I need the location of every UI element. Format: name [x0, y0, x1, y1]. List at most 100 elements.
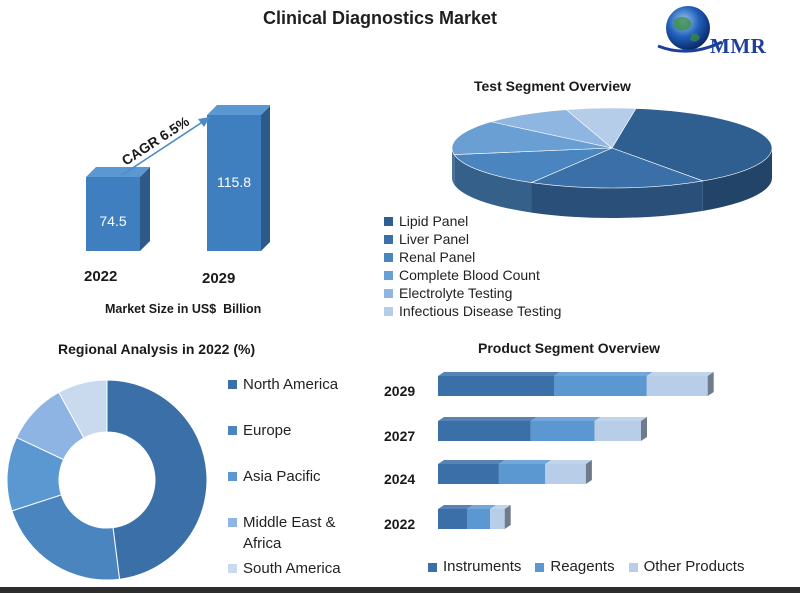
bar-2029 [207, 105, 270, 251]
pie-side-complete-blood-count [452, 148, 455, 185]
market-size-axis-label: Market Size in US$ Billion [105, 302, 262, 316]
legend-label: Renal Panel [399, 249, 476, 265]
legend-label: Middle East & Africa [243, 514, 336, 552]
legend-label: Asia Pacific [243, 468, 321, 485]
bar-top-other-products-2029 [646, 372, 714, 376]
pie-side-liver-panel [531, 180, 703, 218]
mmr-logo: MMR [652, 2, 782, 62]
category-2029: 2029 [202, 270, 236, 287]
pie-side-renal-panel [454, 154, 532, 213]
legend-item-electrolyte-testing: Electrolyte Testing [384, 285, 561, 303]
category-label-2029: 2029 [384, 383, 415, 399]
category-label-2027: 2027 [384, 428, 415, 444]
bar-top-other-products-2022 [490, 505, 511, 509]
logo-text: MMR [710, 34, 767, 58]
pie-slice-renal-panel [453, 147, 613, 183]
test-segment-pie [451, 107, 773, 218]
test-segment-title: Test Segment Overview [474, 78, 631, 94]
bar-top-instruments-2024 [438, 460, 505, 464]
bar-other-products-2029 [646, 376, 708, 396]
legend-item-south-america: South America [228, 558, 358, 579]
legend-swatch [384, 307, 393, 316]
legend-label: Electrolyte Testing [399, 285, 513, 301]
cagr-label: CAGR 6.5% [119, 113, 193, 169]
legend-label: North America [243, 376, 339, 393]
legend-label: Other Products [643, 558, 745, 575]
legend-label: Liver Panel [399, 231, 470, 247]
page-title: Clinical Diagnostics Market [262, 8, 498, 28]
legend-swatch [228, 380, 237, 389]
legend-label: South America [243, 560, 341, 577]
legend-item-instruments: Instruments [428, 558, 521, 575]
globe-icon [657, 6, 723, 53]
legend-item-complete-blood-count: Complete Blood Count [384, 267, 561, 285]
bar-reagents-2022 [467, 509, 491, 529]
category-2022: 2022 [84, 268, 118, 285]
bar-top-reagents-2024 [498, 460, 552, 464]
legend-swatch [228, 426, 237, 435]
legend-label: Complete Blood Count [399, 267, 540, 283]
bottom-bar [0, 587, 800, 593]
legend-swatch [228, 472, 237, 481]
legend-label: Reagents [550, 558, 615, 575]
cagr-arrowhead [198, 117, 210, 127]
bar-reagents-2027 [530, 421, 595, 441]
regional-title: Regional Analysis in 2022 (%) [58, 341, 256, 357]
pie-side-lipid-panel [702, 148, 772, 211]
donut-slice-south-america [58, 379, 108, 439]
bar-side-2022 [504, 505, 511, 529]
bar-reagents-2029 [554, 376, 647, 396]
bar-top-instruments-2027 [438, 417, 537, 421]
bar-top-instruments-2022 [438, 505, 473, 509]
legend-label: Europe [243, 422, 292, 439]
bar-instruments-2029 [438, 376, 554, 396]
legend-item-north-america: North America [228, 374, 358, 395]
legend-swatch [384, 217, 393, 226]
data-label-2022: 74.5 [99, 213, 126, 229]
regional-donut [6, 379, 208, 581]
bar-side-2024 [585, 460, 592, 484]
bar-top-reagents-2027 [530, 417, 601, 421]
pie-slice-lipid-panel [611, 108, 773, 182]
legend-swatch [384, 253, 393, 262]
bar-top-instruments-2029 [438, 372, 560, 376]
test-segment-legend: Lipid Panel Liver Panel Renal Panel Complet… [384, 213, 561, 321]
bar-top-reagents-2022 [467, 505, 497, 509]
legend-item-other-products: Other Products [628, 558, 745, 575]
product-segment-title: Product Segment Overview [478, 340, 661, 356]
legend-item-europe: Europe [228, 420, 358, 441]
bar-instruments-2024 [438, 464, 499, 484]
pie-slice-infectious-disease-testing [565, 107, 637, 149]
product-legend: Instruments Reagents Other Products [428, 558, 744, 575]
legend-swatch [628, 563, 638, 572]
bar-side-2029 [707, 372, 714, 396]
cagr-arrow [121, 120, 205, 176]
product-segment-chart: 2029 2027 2024 2022 [384, 372, 714, 532]
bar-top-other-products-2027 [594, 417, 647, 421]
legend-item-renal-panel: Renal Panel [384, 249, 561, 267]
legend-label: Infectious Disease Testing [399, 303, 562, 319]
legend-swatch [428, 563, 437, 572]
legend-label: Instruments [443, 558, 522, 575]
pie-slice-complete-blood-count [451, 121, 613, 155]
category-label-2024: 2024 [384, 471, 415, 487]
legend-item-reagents: Reagents [535, 558, 615, 575]
bar-other-products-2027 [594, 421, 641, 441]
legend-swatch [535, 563, 545, 572]
legend-swatch [228, 518, 237, 527]
legend-item-middle-east-africa: Middle East & Africa [228, 512, 358, 554]
bar-instruments-2022 [438, 509, 467, 529]
bar-other-products-2024 [545, 464, 586, 484]
legend-swatch [384, 289, 393, 298]
legend-item-lipid-panel: Lipid Panel [384, 213, 561, 231]
bar-top-reagents-2029 [554, 372, 653, 376]
donut-slice-north-america [106, 379, 208, 580]
legend-item-asia-pacific: Asia Pacific [228, 466, 358, 487]
category-label-2022: 2022 [384, 516, 415, 532]
legend-swatch [228, 564, 237, 573]
legend-item-liver-panel: Liver Panel [384, 231, 561, 249]
pie-slice-electrolyte-testing [491, 109, 613, 149]
bar-other-products-2022 [490, 509, 505, 529]
bar-2022 [86, 167, 150, 251]
market-size-chart: 74.5 115.8 CAGR 6.5% [86, 105, 270, 251]
